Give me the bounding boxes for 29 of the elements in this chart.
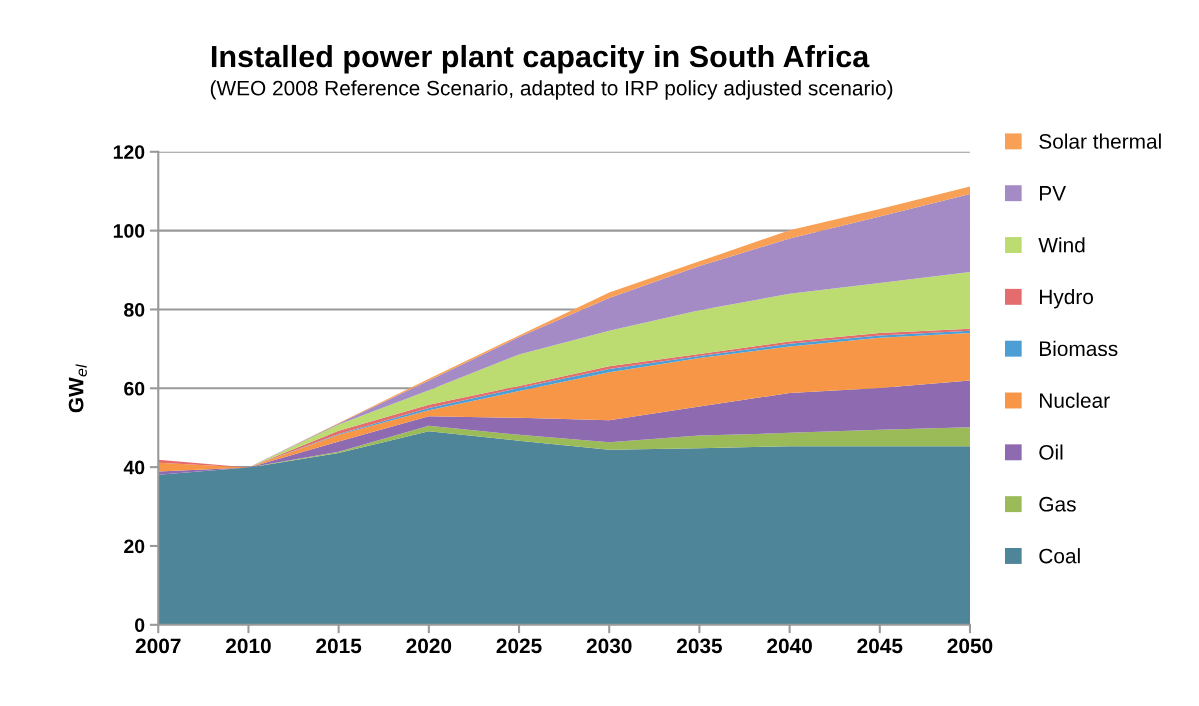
legend-label: Coal	[1039, 548, 1080, 564]
x-tick-label: 2030	[586, 638, 632, 654]
x-tick-label: 2007	[135, 638, 181, 654]
x-tick-label: 2040	[767, 638, 812, 654]
y-tick-label: 60	[124, 381, 145, 396]
x-tick-label: 2015	[316, 638, 362, 654]
legend-label: Solar thermal	[1039, 133, 1161, 149]
x-tick-label: 2010	[226, 638, 271, 654]
legend-label: Gas	[1039, 496, 1076, 512]
legend-label: PV	[1040, 186, 1067, 201]
y-tick-label: 20	[124, 539, 145, 554]
x-tick-label: 2020	[406, 638, 452, 654]
x-tick-label: 2025	[496, 638, 542, 654]
legend-label: Nuclear	[1040, 392, 1110, 408]
legend-label: Wind	[1038, 237, 1085, 253]
chart-subtitle: (WEO 2008 Reference Scenario, adapted to IRP policy adjusted scenario)	[210, 80, 893, 100]
x-tick-label: 2035	[676, 638, 723, 654]
y-tick-label: 120	[113, 145, 145, 160]
y-tick-label: 40	[123, 460, 145, 475]
y-axis-title: GW$_{el}$	[68, 364, 87, 413]
x-tick-label: 2050	[947, 638, 993, 654]
y-tick-label: 80	[124, 302, 145, 317]
y-tick-label: 0	[135, 618, 145, 633]
legend-label: Biomass	[1040, 340, 1118, 357]
x-tick-label: 2045	[857, 638, 903, 654]
legend-label: Oil	[1039, 444, 1063, 460]
chart-title: Installed power plant capacity in South Africa	[211, 44, 870, 74]
y-tick-label: 100	[113, 224, 145, 238]
legend-label: Hydro	[1040, 288, 1094, 309]
